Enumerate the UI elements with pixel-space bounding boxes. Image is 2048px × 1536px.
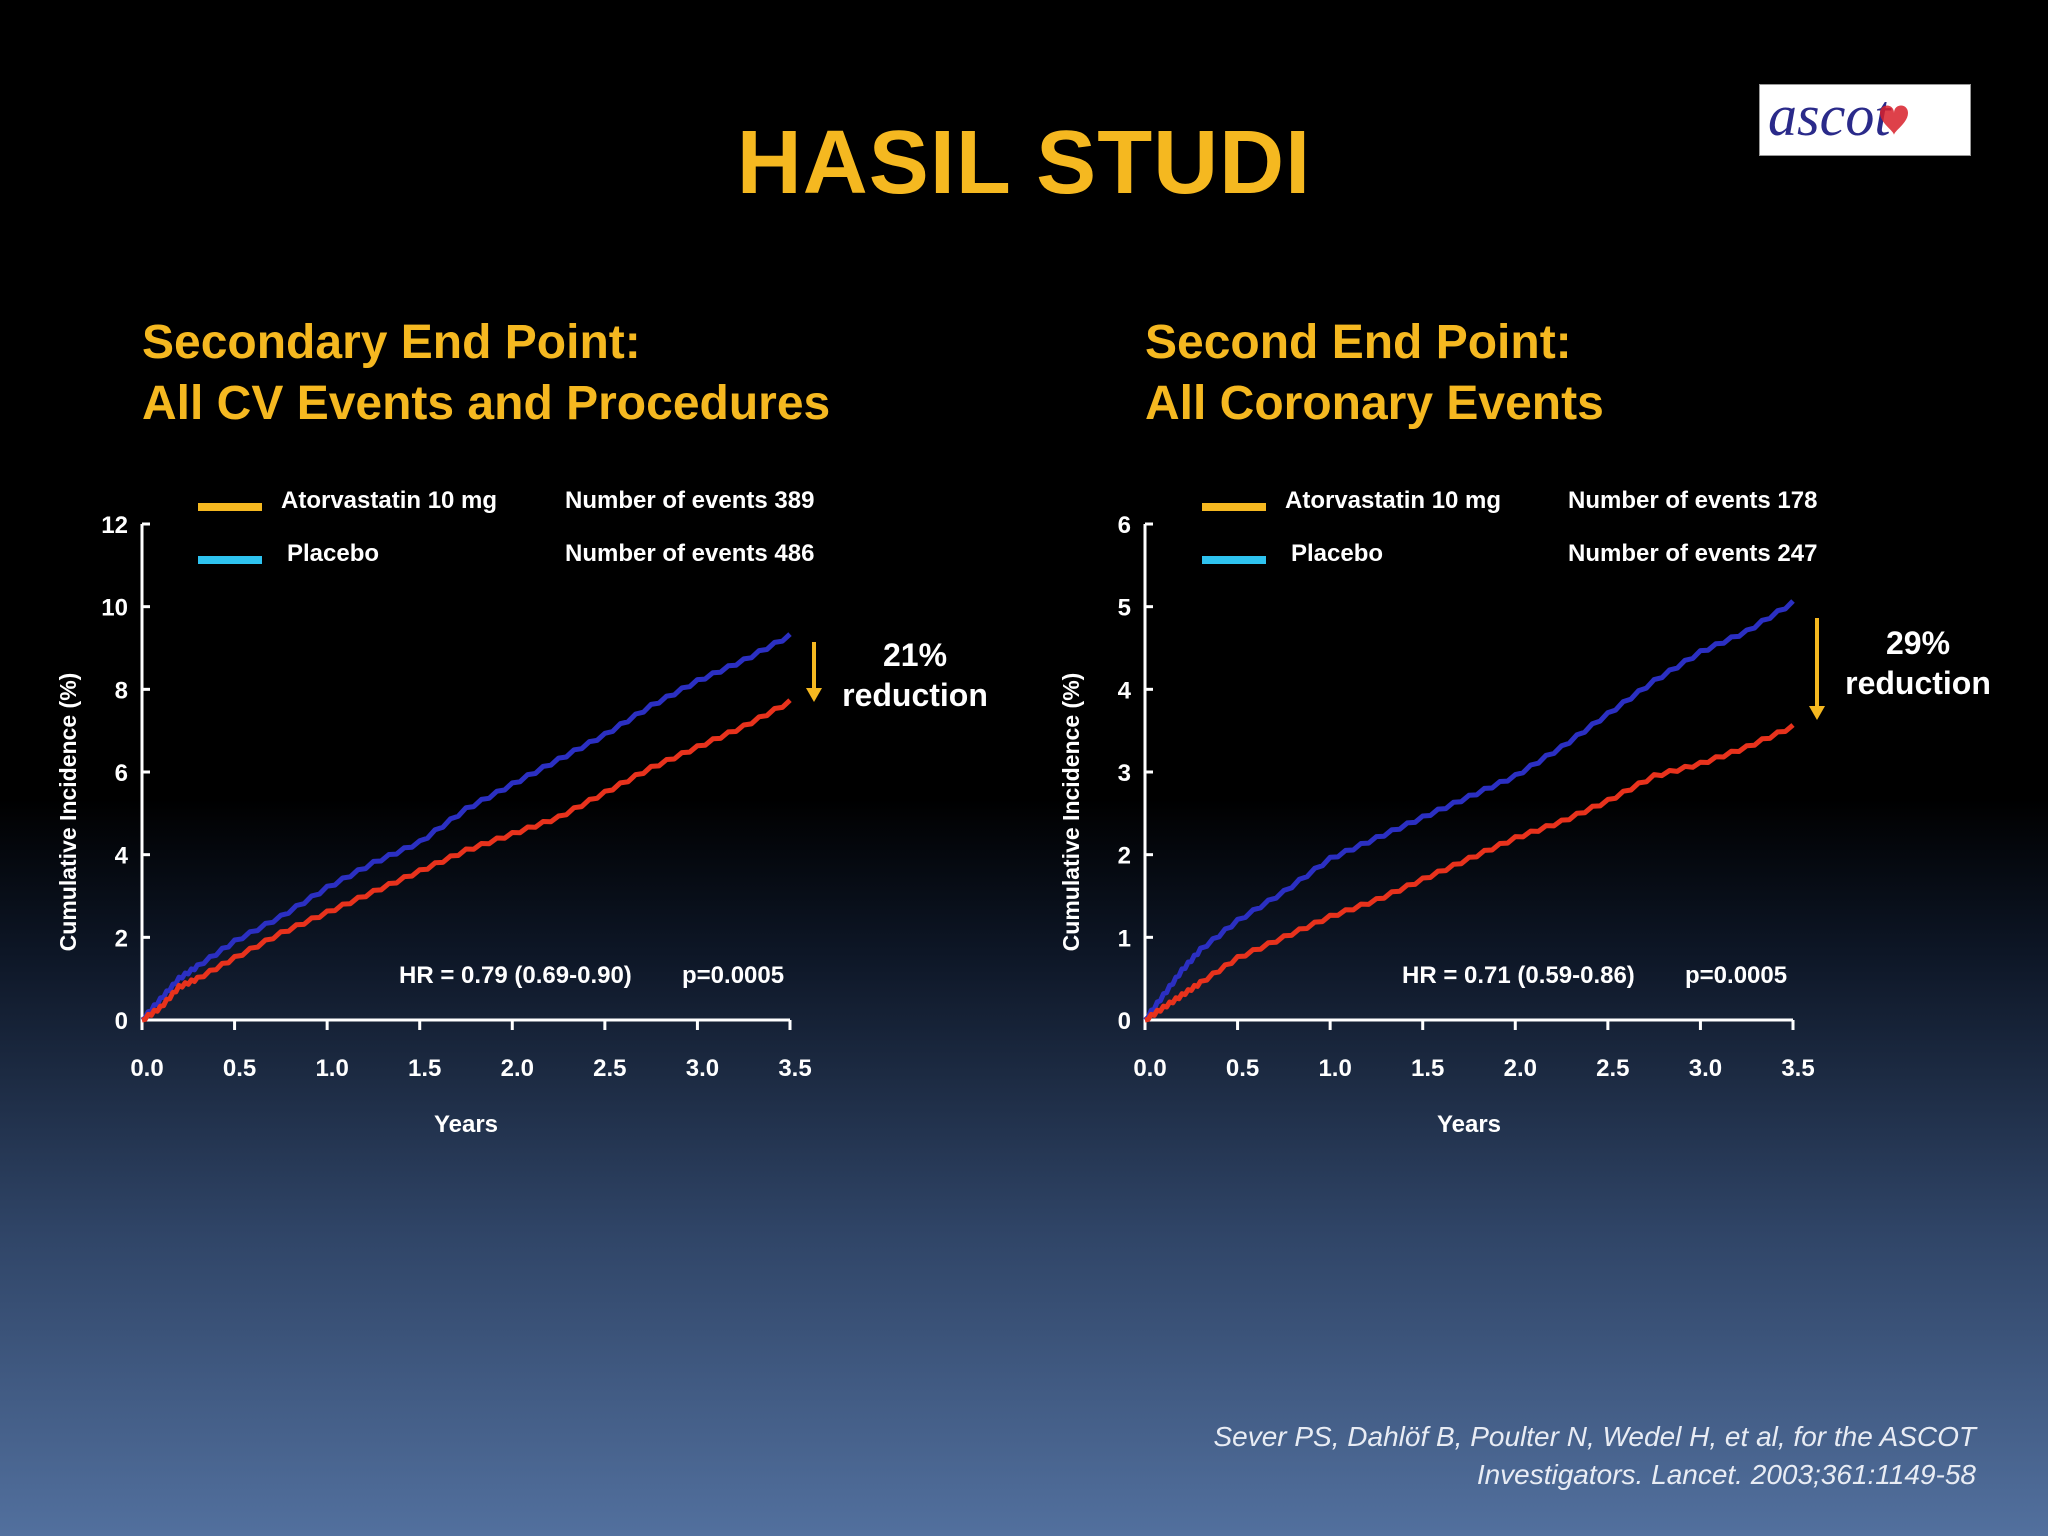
svg-text:ascot: ascot <box>1768 85 1892 148</box>
left-x-tick-label: 3.5 <box>778 1055 811 1082</box>
left-y-tick-label: 6 <box>115 760 128 787</box>
left-legend-events-placebo: Number of events 486 <box>565 540 814 567</box>
right-y-tick-label: 2 <box>1118 843 1131 870</box>
right-hr-text: HR = 0.71 (0.59-0.86) <box>1402 962 1635 989</box>
right-legend-events-placebo: Number of events 247 <box>1568 540 1817 567</box>
left-placebo-line <box>140 632 792 1023</box>
right-reduction-arrow-icon <box>1809 706 1825 720</box>
right-y-tick-label: 6 <box>1118 512 1131 539</box>
right-reduction-percent: 29% <box>1886 625 1950 661</box>
citation-line1: Sever PS, Dahlöf B, Poulter N, Wedel H, … <box>1213 1421 1976 1452</box>
left-x-tick-label: 3.0 <box>686 1055 719 1082</box>
right-p-value: p=0.0005 <box>1685 962 1787 989</box>
heart-icon <box>1880 105 1908 135</box>
ascot-logo: ascot <box>1759 84 1971 156</box>
left-reduction-percent: 21% <box>883 637 947 673</box>
citation-line2: Investigators. Lancet. 2003;361:1149-58 <box>1476 1459 1976 1490</box>
right-placebo-line <box>1143 599 1795 1022</box>
left-y-tick-label: 10 <box>101 595 128 622</box>
right-atorvastatin-line <box>1144 723 1795 1023</box>
right-x-axis-label: Years <box>1437 1111 1501 1138</box>
right-chart-heading-line2: All Coronary Events <box>1145 377 1604 430</box>
left-x-axis-label: Years <box>434 1111 498 1138</box>
left-legend-label-atorvastatin: Atorvastatin 10 mg <box>281 487 497 514</box>
right-x-tick-label: 2.0 <box>1504 1055 1537 1082</box>
left-y-tick-label: 0 <box>115 1008 128 1035</box>
slide-title: HASIL STUDI <box>736 113 1312 213</box>
right-legend-label-atorvastatin: Atorvastatin 10 mg <box>1285 487 1501 514</box>
right-chart-heading: Second End Point: All Coronary Events <box>1145 312 1604 434</box>
right-legend-label-placebo: Placebo <box>1291 540 1383 567</box>
left-x-tick-label: 2.5 <box>593 1055 626 1082</box>
left-atorvastatin-line <box>141 698 792 1023</box>
left-chart-heading: Secondary End Point: All CV Events and P… <box>142 312 830 434</box>
left-x-tick-label: 1.5 <box>408 1055 441 1082</box>
right-y-tick-label: 1 <box>1118 925 1131 952</box>
left-reduction-word: reduction <box>842 677 988 713</box>
right-x-tick-label: 1.5 <box>1411 1055 1444 1082</box>
left-y-tick-label: 8 <box>115 677 128 704</box>
left-hr-text: HR = 0.79 (0.69-0.90) <box>399 962 632 989</box>
left-y-axis-label: Cumulative Incidence (%) <box>55 673 81 952</box>
left-x-tick-label: 1.0 <box>315 1055 348 1082</box>
left-chart-heading-line2: All CV Events and Procedures <box>142 377 831 430</box>
left-y-tick-label: 2 <box>115 925 128 952</box>
left-legend-label-placebo: Placebo <box>287 540 379 567</box>
right-x-tick-label: 3.0 <box>1689 1055 1722 1082</box>
right-y-tick-label: 5 <box>1118 595 1131 622</box>
citation: Sever PS, Dahlöf B, Poulter N, Wedel H, … <box>1213 1418 1976 1494</box>
right-x-tick-label: 0.5 <box>1226 1055 1259 1082</box>
right-legend-events-atorvastatin: Number of events 178 <box>1568 487 1817 514</box>
right-y-tick-label: 0 <box>1118 1008 1131 1035</box>
right-y-axis-label: Cumulative Incidence (%) <box>1058 673 1084 952</box>
right-y-tick-label: 4 <box>1118 677 1132 704</box>
left-x-tick-label: 0.5 <box>223 1055 256 1082</box>
right-reduction-word: reduction <box>1845 665 1991 701</box>
left-x-tick-label: 0.0 <box>130 1055 163 1082</box>
right-x-tick-label: 1.0 <box>1318 1055 1351 1082</box>
left-y-tick-label: 12 <box>101 512 128 539</box>
ascot-logo-image: ascot <box>1768 85 1908 148</box>
right-x-tick-label: 2.5 <box>1596 1055 1629 1082</box>
right-x-tick-label: 3.5 <box>1781 1055 1814 1082</box>
right-x-tick-label: 0.0 <box>1133 1055 1166 1082</box>
left-chart-heading-line1: Secondary End Point: <box>142 316 641 369</box>
left-p-value: p=0.0005 <box>682 962 784 989</box>
left-y-tick-label: 4 <box>115 843 129 870</box>
left-legend-events-atorvastatin: Number of events 389 <box>565 487 814 514</box>
left-reduction-arrow-icon <box>806 688 822 702</box>
left-x-tick-label: 2.0 <box>501 1055 534 1082</box>
right-chart-heading-line1: Second End Point: <box>1145 316 1572 369</box>
right-y-tick-label: 3 <box>1118 760 1131 787</box>
